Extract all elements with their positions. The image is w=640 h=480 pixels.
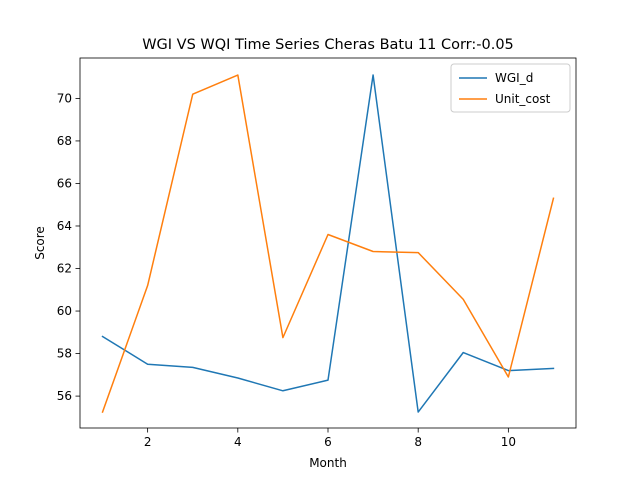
legend-label: WGI_d [495, 71, 533, 85]
x-axis: 2 4 6 8 10 [144, 428, 516, 449]
chart-title: WGI VS WQI Time Series Cheras Batu 11 Co… [142, 37, 514, 53]
series-line-wgi-d [101, 74, 555, 413]
y-axis-label: Score [33, 226, 47, 260]
y-tick-label: 64 [57, 219, 72, 233]
y-tick-label: 58 [57, 347, 72, 361]
plot-frame [79, 57, 577, 429]
x-tick-label: 10 [501, 435, 516, 449]
y-tick-label: 56 [57, 389, 72, 403]
y-tick-label: 60 [57, 304, 72, 318]
x-tick-label: 6 [324, 435, 332, 449]
y-tick-label: 70 [57, 91, 72, 105]
y-tick-label: 66 [57, 176, 72, 190]
x-axis-label: Month [309, 456, 347, 470]
plot-area [80, 58, 576, 428]
series-layer [101, 74, 555, 414]
x-tick-label: 8 [414, 435, 422, 449]
legend-label: Unit_cost [495, 92, 551, 106]
x-tick-label: 2 [144, 435, 152, 449]
series-line-unit-cost [101, 74, 555, 414]
y-tick-label: 62 [57, 262, 72, 276]
y-tick-label: 68 [57, 134, 72, 148]
legend-box [450, 63, 571, 113]
x-tick-label: 4 [234, 435, 242, 449]
legend: WGI_d Unit_cost [450, 63, 571, 113]
y-axis: 56 58 60 62 64 66 68 70 [57, 91, 80, 403]
